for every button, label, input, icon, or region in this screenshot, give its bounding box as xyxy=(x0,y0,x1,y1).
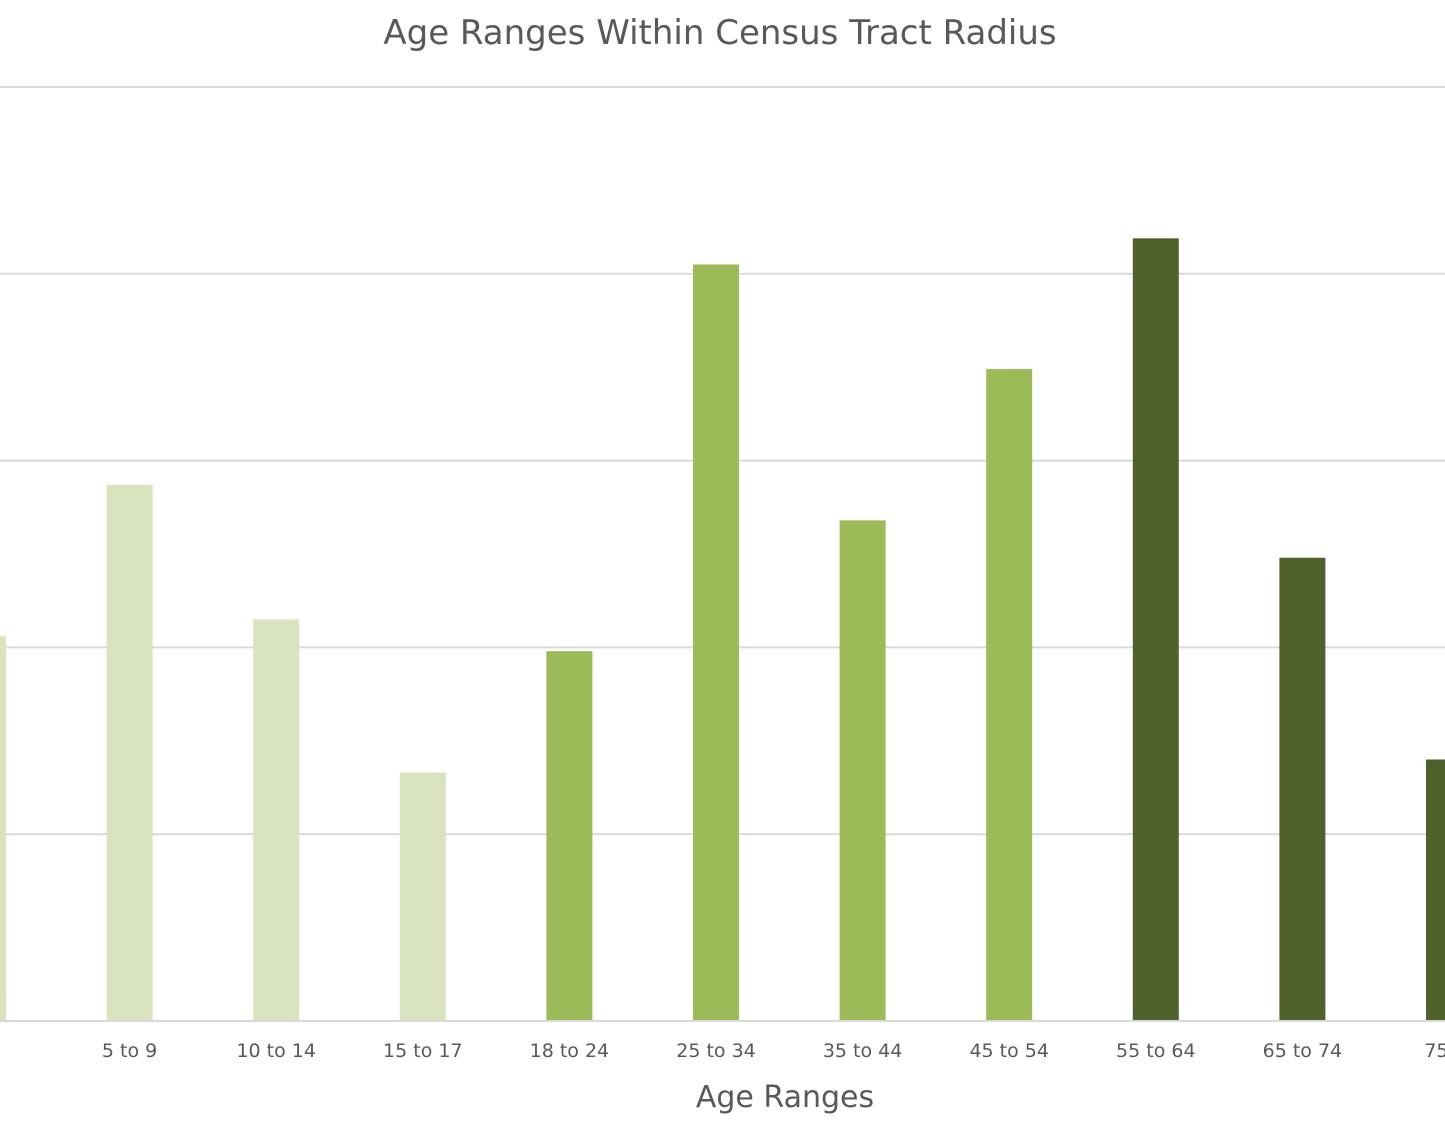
bar xyxy=(986,369,1033,1021)
x-tick-label: 18 to 24 xyxy=(530,1040,610,1062)
bar xyxy=(1132,238,1179,1022)
bar xyxy=(839,520,886,1021)
x-tick-label: 65 to 74 xyxy=(1263,1040,1343,1062)
x-tick-label: 55 to 64 xyxy=(1116,1040,1196,1062)
x-tick-label: 35 to 44 xyxy=(823,1040,903,1062)
x-tick-label: 5 to 9 xyxy=(102,1040,157,1062)
bar xyxy=(546,651,593,1021)
x-tick-label: 15 to 17 xyxy=(383,1040,463,1062)
x-tick-label: 25 to 34 xyxy=(676,1040,756,1062)
bar xyxy=(399,772,446,1021)
x-tick-label: 75 to xyxy=(1424,1040,1445,1062)
bar xyxy=(106,484,153,1021)
x-axis-title: Age Ranges xyxy=(696,1080,874,1115)
x-tick-label: 10 to 14 xyxy=(236,1040,316,1062)
x-tick-label: 45 to 54 xyxy=(969,1040,1049,1062)
bar xyxy=(0,636,6,1021)
bar xyxy=(693,264,739,1022)
bar xyxy=(253,619,300,1021)
bar xyxy=(1279,557,1326,1021)
chart-title: Age Ranges Within Census Tract Radius xyxy=(383,13,1056,53)
bar xyxy=(1426,759,1445,1021)
bars xyxy=(0,238,1445,1022)
